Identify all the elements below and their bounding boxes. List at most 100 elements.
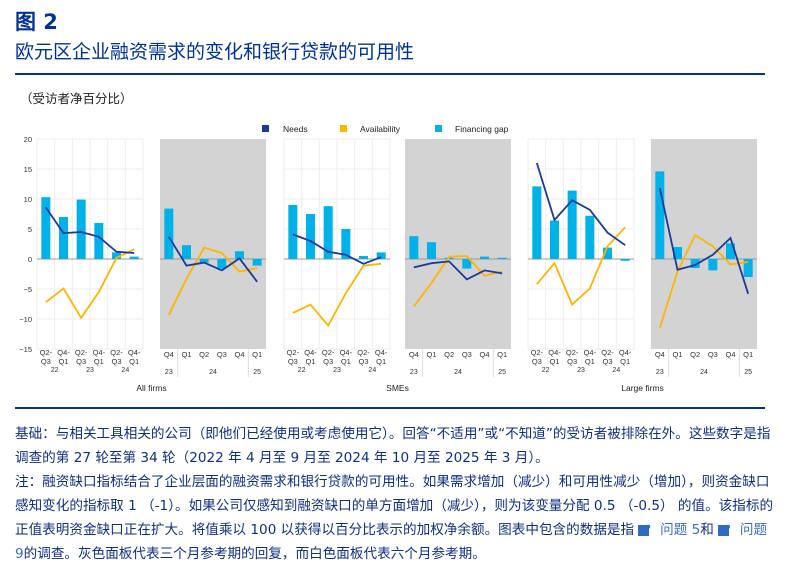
x-year-label: 23 — [165, 369, 173, 376]
x-tick-label: Q1 — [426, 350, 436, 359]
x-tick-label: Q1 — [181, 350, 191, 359]
x-tick-label: Q3 — [323, 357, 333, 366]
x-year-label: 22 — [51, 367, 59, 374]
x-tick-label: Q4- — [304, 348, 317, 357]
gray-panel-background — [405, 139, 511, 349]
financing-gap-bar — [59, 217, 68, 259]
financing-gap-bar — [252, 259, 262, 266]
footnote-and: 和 — [700, 522, 714, 538]
x-tick-label: Q4 — [725, 350, 735, 359]
x-tick-label: Q4 — [234, 350, 244, 359]
financing-gap-bar — [164, 208, 174, 259]
financing-gap-bar — [444, 257, 454, 259]
figure-title: 欧元区企业融资需求的变化和银行贷款的可用性 — [15, 41, 415, 63]
x-tick-label: Q2- — [40, 348, 53, 357]
availability-line — [536, 226, 626, 307]
x-tick-label: Q1 — [305, 357, 315, 366]
x-tick-label: Q1 — [94, 357, 104, 366]
financing-gap-bar — [497, 257, 507, 259]
x-year-label: 22 — [298, 367, 306, 374]
x-tick-label: Q2- — [75, 348, 88, 357]
x-tick-label: Q4 — [655, 350, 665, 359]
x-year-label: 24 — [209, 369, 217, 376]
financing-gap-bar — [708, 259, 718, 271]
y-tick-label: 5 — [28, 225, 32, 234]
title-divider — [15, 73, 765, 75]
financing-gap-chart: 20 15 10 5 0 −5 −10 −15 Needs Availability Financi… — [19, 124, 757, 393]
external-link-icon[interactable] — [717, 517, 732, 541]
financing-gap-bar — [76, 199, 86, 259]
financing-gap-bar — [567, 190, 577, 259]
x-tick-label: Q2- — [322, 348, 335, 357]
legend-availability: Availability — [360, 124, 401, 134]
x-tick-label: Q2 — [444, 350, 454, 359]
x-tick-label: Q2- — [601, 348, 614, 357]
financing-gap-bar — [288, 205, 298, 259]
x-year-label: 23 — [577, 367, 585, 374]
x-tick-label: Q1 — [497, 350, 507, 359]
x-tick-label: Q2- — [357, 348, 370, 357]
financing-gap-bar — [182, 245, 191, 259]
x-tick-label: Q3 — [217, 350, 227, 359]
financing-gap-bar — [480, 256, 489, 259]
x-tick-label: Q1 — [129, 357, 139, 366]
x-tick-label: Q3 — [462, 350, 472, 359]
legend-availability-swatch — [340, 125, 347, 132]
x-tick-label: Q4- — [375, 348, 388, 357]
needs-line — [45, 206, 135, 254]
financing-gap-bar — [112, 252, 121, 259]
financing-gap-bar — [199, 259, 209, 263]
financing-gap-bar — [585, 215, 595, 259]
x-tick-label: Q1 — [585, 357, 595, 366]
question-5-link[interactable]: 问题 5 — [660, 522, 701, 538]
footnote-text-1: 注：融资缺口指标结合了企业层面的融资需求和银行贷款的可用性。如果需求增加（减少）… — [15, 474, 774, 538]
financing-gap-bar — [620, 259, 630, 261]
x-tick-label: Q1 — [549, 357, 559, 366]
y-tick-label: 20 — [24, 135, 32, 144]
x-tick-label: Q4- — [548, 348, 561, 357]
x-tick-label: Q3 — [532, 357, 542, 366]
x-year-label: 22 — [542, 367, 550, 374]
x-tick-label: Q4 — [409, 350, 419, 359]
availability-line — [45, 248, 135, 320]
x-tick-label: Q4- — [584, 348, 597, 357]
x-tick-label: Q4 — [164, 350, 174, 359]
financing-gap-bar — [94, 223, 104, 259]
financing-gap-bar — [690, 259, 700, 268]
legend-needs-swatch — [262, 125, 269, 132]
notes-divider — [15, 407, 765, 409]
legend-financing-gap: Financing gap — [455, 124, 509, 134]
x-tick-label: Q1 — [376, 357, 386, 366]
x-year-label: 24 — [121, 367, 129, 374]
x-year-label: 25 — [498, 369, 506, 376]
legend-needs: Needs — [283, 124, 308, 134]
x-tick-label: Q3 — [567, 357, 577, 366]
financing-gap-bar — [376, 252, 386, 259]
x-tick-label: Q3 — [358, 357, 368, 366]
y-tick-label: 10 — [24, 195, 32, 204]
y-tick-label: 0 — [28, 255, 32, 264]
financing-gap-bar — [341, 229, 351, 259]
x-tick-label: Q2- — [287, 348, 300, 357]
question-9-link[interactable]: 问题 9 — [15, 522, 768, 562]
x-tick-label: Q2 — [199, 350, 209, 359]
x-year-label: 24 — [612, 367, 620, 374]
external-link-icon[interactable] — [638, 517, 652, 541]
x-year-label: 24 — [454, 369, 462, 376]
footnote: 注：融资缺口指标结合了企业层面的融资需求和银行贷款的可用性。如果需求增加（减少）… — [15, 470, 775, 566]
x-tick-label: Q3 — [76, 357, 86, 366]
gray-panel-background — [160, 139, 266, 349]
financing-gap-bar — [306, 214, 315, 259]
x-tick-label: Q1 — [58, 357, 68, 366]
financing-gap-bar — [359, 256, 368, 259]
x-tick-label: Q3 — [111, 357, 121, 366]
financing-gap-bar — [427, 242, 436, 259]
financing-gap-bar — [41, 197, 51, 259]
x-tick-label: Q4- — [128, 348, 141, 357]
needs-line — [658, 188, 750, 295]
needs-line — [292, 233, 382, 265]
financing-gap-bar — [235, 251, 244, 259]
x-year-label: 25 — [253, 369, 261, 376]
footnote-text-2: 的调查。灰色面板代表三个月参考期的回复，而白色面板代表六个月参考期。 — [23, 546, 486, 562]
